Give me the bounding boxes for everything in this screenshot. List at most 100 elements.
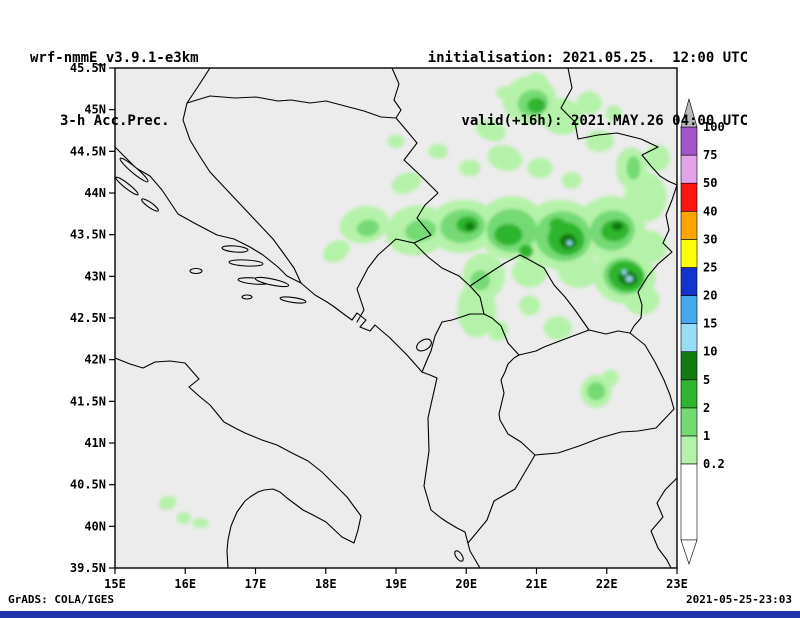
legend-label: 100 <box>703 120 725 134</box>
precip-blob-1mm <box>587 382 606 401</box>
precip-blob-0.2mm <box>540 97 583 135</box>
legend-band-15mm <box>680 295 698 324</box>
precip-blob-0.2mm <box>527 158 553 178</box>
precip-blob-0.2mm <box>428 143 449 159</box>
precip-blob-0.2mm <box>457 282 497 338</box>
precip-blob-0.2mm <box>605 105 623 123</box>
legend-label: 25 <box>703 260 717 274</box>
precip-blob-1mm <box>470 270 491 291</box>
precip-layer <box>158 72 670 528</box>
precip-blob-0.2mm <box>561 172 582 189</box>
precip-blob-0.2mm <box>475 119 506 142</box>
legend-under-triangle <box>680 539 698 565</box>
precip-blob-0.2mm <box>576 91 602 115</box>
island <box>228 259 264 267</box>
legend-label: 10 <box>703 345 717 359</box>
island <box>141 198 159 212</box>
precip-blob-0.2mm <box>644 144 670 172</box>
x-tick-label: 20E <box>455 577 477 591</box>
country-border-serbia-romania <box>560 68 677 186</box>
precip-blob-5mm <box>611 222 623 231</box>
y-tick-label: 41N <box>84 436 106 450</box>
product-name: 3-h Acc.Prec. <box>60 113 170 129</box>
header-left: wrf-nmmE_v3.9.1-e3km 3-h Acc.Prec. <box>30 6 199 174</box>
legend-label: 20 <box>703 289 717 303</box>
legend-label: 15 <box>703 317 717 331</box>
precip-blob-0.2mm <box>511 257 548 288</box>
y-tick-label: 45N <box>84 103 106 117</box>
country-border-albania-greece <box>467 454 536 544</box>
x-tick-label: 17E <box>245 577 267 591</box>
precip-blob-0.2mm <box>387 134 405 148</box>
x-axis-ticks: 15E 16E 17E 18E 19E 20E 21E 22E 23E <box>104 568 688 591</box>
legend-over-triangle <box>680 97 698 128</box>
x-tick-label: 18E <box>315 577 337 591</box>
precip-blob-1mm <box>626 156 641 180</box>
country-border-macedonia-albania <box>498 354 536 456</box>
precip-blob-0.2mm <box>526 72 547 89</box>
legend-under-band <box>680 463 698 541</box>
x-tick-label: 22E <box>596 577 618 591</box>
x-tick-label: 21E <box>526 577 548 591</box>
precip-blob-2mm <box>519 244 533 258</box>
country-border-serbia-bulgaria <box>629 184 677 334</box>
country-border-serbia-montenegro <box>413 242 471 287</box>
legend-band-10mm <box>680 323 698 353</box>
legend-label: 30 <box>703 232 717 246</box>
grads-credit: GrADS: COLA/IGES <box>8 593 114 606</box>
legend-label: 50 <box>703 176 717 190</box>
legend-label: 0.2 <box>703 457 725 471</box>
island <box>115 176 139 196</box>
precip-blob-0.2mm <box>601 369 619 387</box>
legend-label: 40 <box>703 204 717 218</box>
precip-blob-0.2mm <box>391 172 422 194</box>
header-right: initialisation: 2021.05.25. 12:00 UTC va… <box>428 6 748 174</box>
y-tick-label: 45.5N <box>70 61 106 75</box>
y-tick-label: 40N <box>84 519 106 533</box>
precip-blob-10mm <box>621 269 627 275</box>
legend-band-25mm <box>680 239 698 268</box>
precip-blob-0.2mm <box>487 145 523 171</box>
precip-blob-2mm <box>527 98 546 113</box>
adriatic-east-coastline <box>115 146 481 568</box>
precip-blob-0.2mm <box>176 512 191 524</box>
y-tick-label: 43N <box>84 269 106 283</box>
init-time-label: initialisation: 2021.05.25. 12:00 UTC <box>427 50 748 66</box>
country-border-macedonia-bulgaria <box>629 332 675 410</box>
precip-blob-0.2mm <box>496 86 514 100</box>
country-border-croatia-bosnia <box>182 68 302 284</box>
island <box>189 267 203 275</box>
footer: GrADS: COLA/IGES 2021-05-25-23:03 <box>8 593 792 606</box>
island-corfu <box>454 550 464 562</box>
island <box>221 245 249 253</box>
coastlines-and-borders <box>115 68 677 568</box>
precip-blob-10mm <box>566 240 573 246</box>
precip-blob-2mm <box>494 223 523 246</box>
precip-blob-0.2mm <box>323 240 350 263</box>
italy-coastline <box>115 357 362 568</box>
legend-band-2mm <box>680 379 698 409</box>
country-border-macedonia-greece <box>534 408 675 456</box>
y-tick-label: 44N <box>84 186 106 200</box>
precip-blob-0.2mm <box>487 320 509 341</box>
x-tick-label: 23E <box>666 577 688 591</box>
x-tick-label: 15E <box>104 577 126 591</box>
map-background <box>115 68 677 568</box>
legend-label: 2 <box>703 401 710 415</box>
country-border-croatia-serbia <box>391 68 402 119</box>
y-tick-label: 40.5N <box>70 478 106 492</box>
creation-timestamp: 2021-05-25-23:03 <box>686 593 792 606</box>
y-tick-label: 42.5N <box>70 311 106 325</box>
valid-time-label: valid(+16h): 2021.MAY.26 04:00 UTC <box>461 113 748 129</box>
country-border-serbia-macedonia <box>588 329 631 335</box>
island <box>241 294 253 300</box>
island <box>119 157 149 183</box>
legend-label: 1 <box>703 429 710 443</box>
model-name: wrf-nmmE_v3.9.1-e3km <box>30 50 199 66</box>
y-tick-label: 43.5N <box>70 228 106 242</box>
y-tick-label: 41.5N <box>70 394 106 408</box>
y-tick-label: 39.5N <box>70 561 106 575</box>
precip-blob-0.2mm <box>158 495 177 511</box>
